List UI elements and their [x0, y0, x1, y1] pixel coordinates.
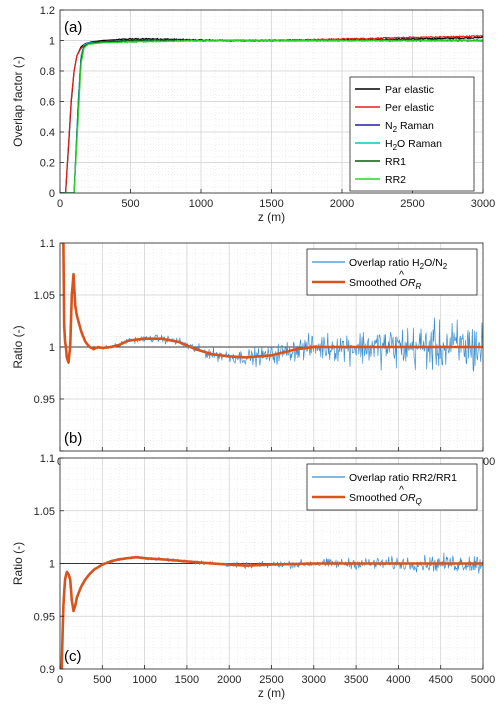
x-tick-label: 2000 [330, 198, 354, 210]
plot-marks [60, 552, 483, 669]
panel-2: 0500100015002000250030003500400045005000… [11, 238, 495, 468]
y-tick-label: 1.1 [40, 238, 55, 250]
x-tick-label: 2000 [217, 674, 241, 686]
series-line-0 [85, 317, 483, 372]
y-tick-label: 1.05 [34, 290, 55, 302]
panel-tag: (a) [64, 19, 82, 36]
y-tick-label: 0 [49, 188, 55, 200]
x-axis-label: z (m) [258, 686, 285, 700]
y-tick-label: 0.95 [34, 394, 55, 406]
y-tick-label: 1 [49, 559, 55, 571]
x-tick-label: 500 [121, 198, 139, 210]
legend: Par elastic Per elastic N2 Raman H2O Raman R… [349, 76, 475, 192]
x-tick-label: 2500 [400, 198, 424, 210]
x-axis-label: z (m) [258, 210, 285, 224]
x-tick-label: 5000 [471, 674, 495, 686]
panel-tag: (b) [64, 430, 82, 447]
x-tick-label: 3000 [471, 198, 495, 210]
y-tick-label: 1.2 [40, 5, 55, 17]
legend: Overlap ratio RR2/RR1 Smoothed ORQ^ [306, 463, 478, 511]
y-tick-label: 0.4 [40, 127, 55, 139]
legend-label: N2 Raman [385, 120, 434, 134]
panel-3: 0 500 1000 1500 2000 2500 3000 3500 4000 4500 5000… [11, 453, 495, 700]
y-axis-label: Ratio (-) [11, 325, 25, 368]
series-line-5 [60, 39, 483, 193]
legend-hat: ^ [399, 269, 404, 281]
y-tick-label: 0.95 [34, 611, 55, 623]
legend-label: Overlap ratio RR2/RR1 [349, 472, 457, 484]
y-axis-label: Overlap factor (-) [11, 56, 25, 147]
legend-label: Per elastic [385, 102, 434, 114]
legend-box [306, 463, 478, 511]
y-tick-label: 1.05 [34, 506, 55, 518]
series-line-1 [61, 243, 483, 364]
legend-label: RR2 [385, 174, 406, 186]
legend-label: RR1 [385, 156, 406, 168]
panel-1: 0 500 1000 1500 2000 2500 3000 0 0.2 0.4 0.6 0.8 1 1.… [11, 5, 495, 224]
y-tick-label: 1 [49, 342, 55, 354]
x-tick-label: 500 [93, 674, 111, 686]
legend-box [349, 76, 475, 192]
y-tick-label: 0.8 [40, 66, 55, 78]
plot-marks [60, 243, 483, 372]
y-tick-label: 0.9 [40, 664, 55, 676]
legend-label: Overlap ratio H2O/N2 [349, 257, 448, 271]
x-tick-label: 1000 [189, 198, 213, 210]
y-tick-label: 1 [49, 36, 55, 48]
legend-label: Smoothed ORQ [349, 492, 422, 506]
legend-box [306, 248, 478, 296]
legend-label: Smoothed ORR [349, 277, 422, 291]
y-tick-label: 0.2 [40, 158, 55, 170]
legend-label: H2O Raman [385, 138, 442, 152]
x-tick-label: 3000 [302, 674, 326, 686]
x-tick-label: 4500 [428, 674, 452, 686]
x-tick-label: 2500 [259, 674, 283, 686]
x-tick-label: 1500 [175, 674, 199, 686]
x-tick-label: 3500 [344, 674, 368, 686]
y-tick-label: 1.1 [40, 453, 55, 465]
series-line-1 [60, 555, 483, 669]
plot-marks [60, 35, 483, 193]
x-tick-label: 0 [57, 198, 63, 210]
y-tick-label: 0.6 [40, 97, 55, 109]
x-tick-label: 4000 [386, 674, 410, 686]
legend-label: Par elastic [385, 84, 434, 96]
legend-hat: ^ [399, 484, 404, 496]
legend: Overlap ratio H2O/N2 Smoothed ORR^ [306, 248, 478, 296]
panel-tag: (c) [64, 648, 82, 665]
x-tick-label: 1500 [259, 198, 283, 210]
x-tick-label: 0 [57, 674, 63, 686]
x-tick-label: 1000 [132, 674, 156, 686]
y-axis-label: Ratio (-) [11, 542, 25, 585]
